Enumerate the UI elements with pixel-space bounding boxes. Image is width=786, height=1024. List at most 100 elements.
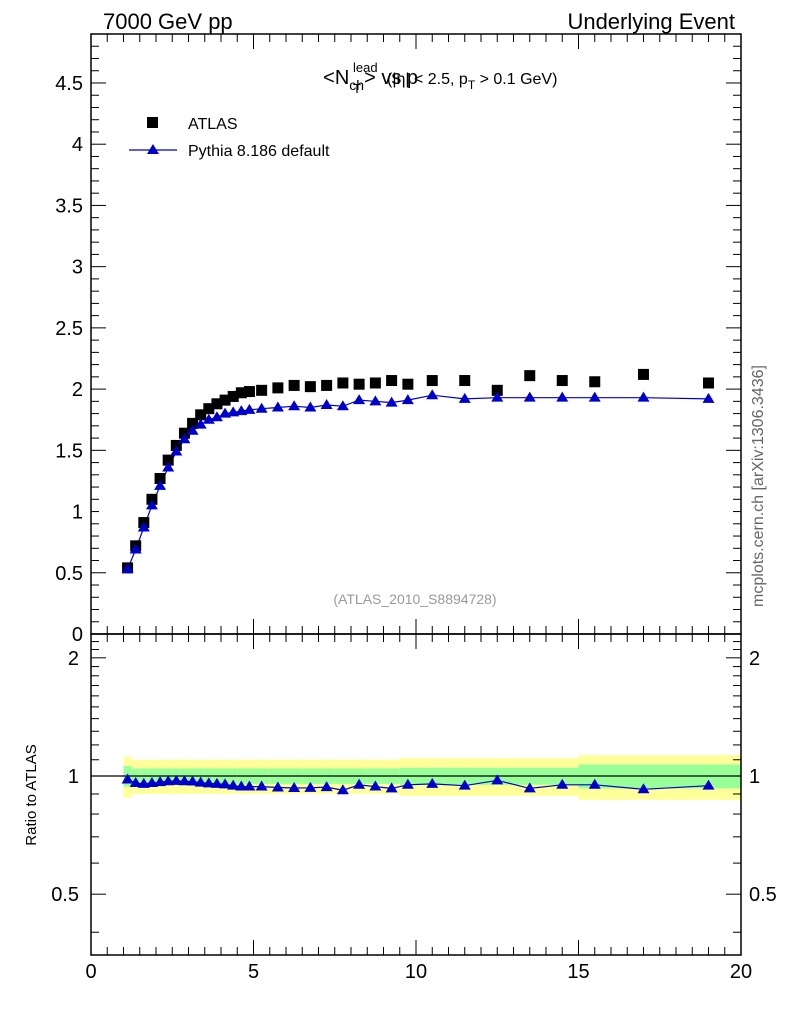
atlas-data-point [227, 390, 239, 402]
y-tick-label: 2 [72, 379, 83, 401]
legend-pythia-marker [147, 144, 159, 154]
ratio-point [178, 775, 191, 786]
title-tail: (|η| < 2.5, pT > 0.1 GeV) [387, 71, 557, 92]
atlas-data-point [703, 377, 714, 389]
pythia-data-point [170, 445, 183, 456]
atlas-data-point [459, 375, 471, 387]
atlas-data-point [243, 386, 255, 398]
ratio-point [702, 779, 715, 790]
ratio-point [243, 780, 256, 791]
pythia-data-point [194, 418, 207, 429]
ratio-point [170, 774, 183, 785]
atlas-data-point [288, 379, 300, 391]
pythia-data-point [255, 402, 268, 413]
atlas-data-point [219, 394, 231, 406]
ratio-point [353, 778, 366, 789]
pythia-data-point [523, 391, 536, 402]
y-tick-label: 3 [72, 257, 83, 279]
atlas-data-point [256, 384, 268, 396]
atlas-data-point [178, 427, 190, 439]
atlas-data-point [426, 375, 438, 387]
ratio-point [523, 782, 536, 793]
title-sub: T [353, 81, 361, 96]
atlas-data-point [154, 472, 166, 484]
atlas-data-point [203, 403, 215, 415]
atlas-data-point [187, 417, 199, 429]
atlas-data-point [638, 368, 649, 380]
ratio-point [202, 777, 215, 788]
pythia-data-point [145, 499, 158, 510]
atlas-data-point [146, 493, 158, 505]
pythia-line [127, 394, 709, 570]
pythia-data-point [121, 563, 134, 574]
atlas-data-point [589, 376, 601, 388]
pythia-data-point [304, 401, 317, 412]
pythia-data-point [320, 399, 333, 410]
ratio-y-tick-label-right: 1 [749, 766, 760, 788]
ratio-line [127, 778, 709, 791]
atlas-data-point [491, 384, 503, 396]
ratio-point [186, 775, 199, 786]
ratio-point [385, 782, 398, 793]
pythia-data-point [702, 392, 715, 403]
ratio-point [426, 777, 439, 788]
pythia-data-point [288, 400, 301, 411]
ratio-point [491, 774, 504, 785]
ratio-point [227, 779, 240, 790]
pythia-data-point [243, 403, 256, 414]
ratio-point [162, 775, 175, 786]
analysis-id: (ATLAS_2010_S8894728) [333, 591, 496, 607]
ratio-point [219, 778, 232, 789]
ratio-point [137, 777, 150, 788]
pythia-data-point [137, 521, 150, 532]
y-tick-label: 2.5 [55, 318, 83, 340]
pythia-data-point [178, 433, 191, 444]
y-tick-label: 0 [72, 624, 83, 646]
y-tick-label: 1 [72, 502, 83, 524]
atlas-data-point [524, 370, 536, 382]
ratio-point [304, 781, 317, 792]
ratio-point [369, 780, 382, 791]
atlas-data-point [386, 375, 398, 387]
ratio-y-tick-label: 2 [68, 648, 79, 670]
pythia-data-point [491, 391, 504, 402]
x-tick-label: 15 [567, 961, 589, 983]
atlas-data-point [337, 377, 349, 389]
x-tick-label: 20 [730, 961, 752, 983]
ratio-point [320, 781, 333, 792]
ratio-point [210, 777, 223, 788]
legend-atlas-marker [147, 117, 158, 128]
legend-atlas-label: ATLAS [188, 116, 238, 133]
atlas-data-point [235, 387, 247, 399]
ratio-point [637, 783, 650, 794]
pythia-data-point [369, 395, 382, 406]
ratio-point [336, 784, 349, 795]
ratio-y-tick-label-right: 0.5 [749, 884, 777, 906]
ratio-point [235, 780, 248, 791]
x-tick-label: 0 [85, 961, 96, 983]
atlas-data-point [402, 378, 414, 390]
ratio-point [154, 776, 167, 787]
pythia-data-point [458, 392, 471, 403]
ratio-point [129, 776, 142, 787]
pythia-data-point [154, 479, 167, 490]
atlas-data-point [369, 377, 381, 389]
ratio-point [271, 781, 284, 792]
pythia-data-point [588, 391, 601, 402]
atlas-data-point [162, 454, 174, 466]
ratio-y-tick-label-right: 2 [749, 648, 760, 670]
atlas-data-point [353, 378, 365, 390]
atlas-data-point [556, 375, 568, 387]
pythia-data-point [210, 411, 223, 422]
pythia-data-point [336, 400, 349, 411]
ratio-point [194, 776, 207, 787]
pythia-data-point [162, 461, 175, 472]
x-tick-label: 5 [248, 961, 259, 983]
pythia-data-point [271, 401, 284, 412]
pythia-data-point [637, 391, 650, 402]
atlas-data-point [170, 439, 182, 451]
header-left: 7000 GeV pp [103, 9, 233, 34]
pythia-data-point [186, 424, 199, 435]
pythia-data-point [385, 396, 398, 407]
